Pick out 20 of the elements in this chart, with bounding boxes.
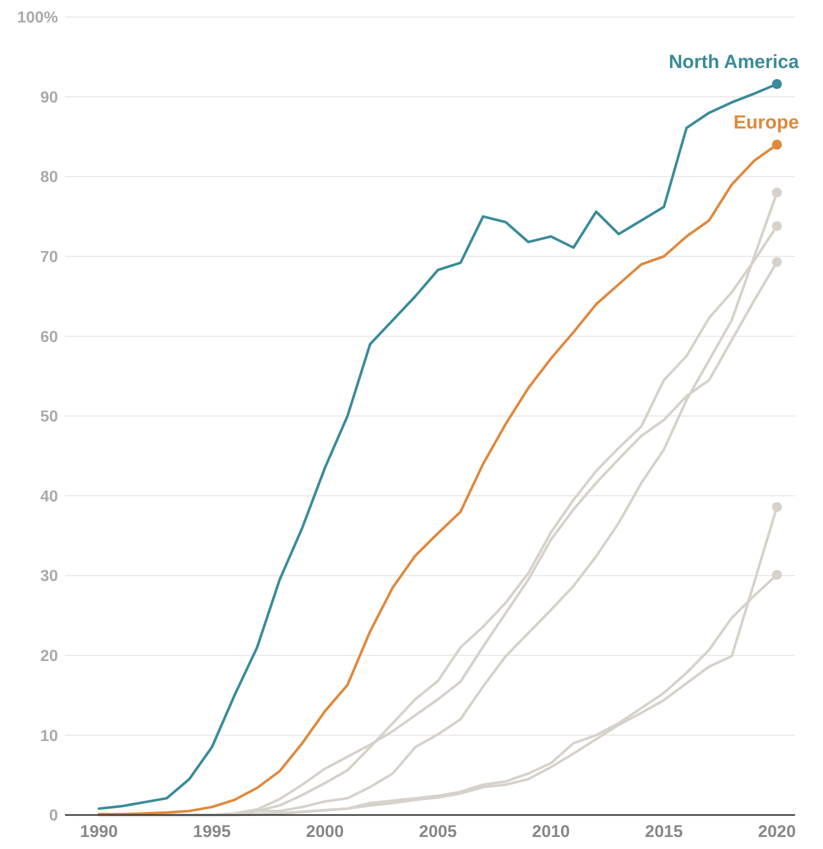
- x-tick-label: 2010: [532, 822, 570, 841]
- y-tick-label: 10: [40, 728, 58, 745]
- y-tick-label: 0: [49, 808, 58, 825]
- y-tick-label: 20: [40, 648, 58, 665]
- series-label: North America: [668, 52, 800, 74]
- y-tick-label: 50: [40, 408, 58, 426]
- series-label: Europe: [733, 112, 799, 134]
- y-tick-label: 80: [40, 169, 58, 186]
- y-tick-label: 90: [40, 89, 58, 106]
- x-tick-label: 1990: [80, 822, 118, 841]
- x-tick-label: 2005: [418, 822, 457, 841]
- x-tick-label: 1995: [192, 822, 231, 841]
- y-tick-label: 100%: [17, 10, 58, 27]
- x-tick-label: 2000: [306, 822, 344, 841]
- x-tick-label: 2020: [758, 822, 796, 841]
- x-tick-label: 2015: [645, 822, 683, 841]
- y-tick-label: 60: [40, 328, 58, 346]
- y-tick-label: 30: [40, 568, 58, 586]
- y-tick-label: 70: [40, 249, 58, 266]
- y-tick-label: 40: [40, 488, 58, 506]
